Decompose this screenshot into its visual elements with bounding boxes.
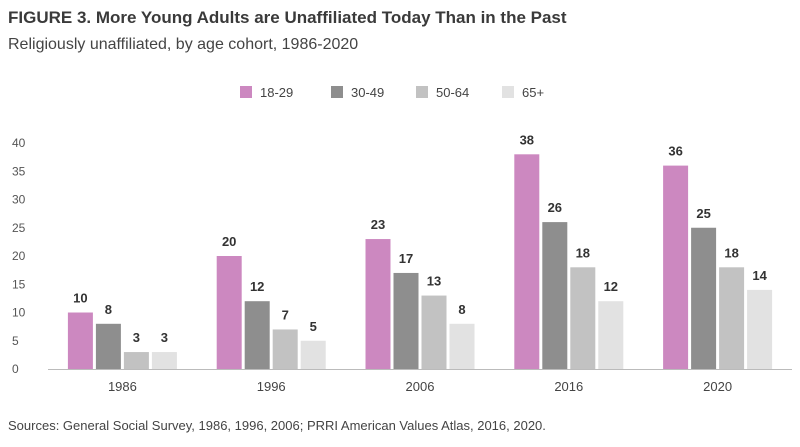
bar-2006-65+ xyxy=(449,323,475,369)
y-tick-label: 30 xyxy=(12,193,26,207)
x-tick-label-2006: 2006 xyxy=(406,379,435,394)
data-label-2006-65+: 8 xyxy=(458,302,465,317)
bars: 10 8 3 3 20 12 7 5 23 17 13 8 38 26 18 12 36 25 18 14 xyxy=(67,132,773,369)
data-label-2006-50-64: 13 xyxy=(427,274,441,289)
bar-1986-18-29 xyxy=(67,312,93,369)
bar-2016-65+ xyxy=(598,301,624,369)
y-tick-label: 25 xyxy=(12,221,26,235)
legend-swatch-65+ xyxy=(502,86,514,98)
legend-swatch-30-49 xyxy=(331,86,343,98)
data-label-2016-30-49: 26 xyxy=(548,200,562,215)
legend-label-50-64: 50-64 xyxy=(436,85,469,100)
y-tick-label: 5 xyxy=(12,334,19,348)
bar-1986-30-49 xyxy=(95,323,121,369)
data-label-2016-18-29: 38 xyxy=(520,132,534,147)
legend-swatch-18-29 xyxy=(240,86,252,98)
bar-2016-18-29 xyxy=(514,154,540,369)
y-tick-label: 10 xyxy=(12,306,26,320)
data-label-1996-30-49: 12 xyxy=(250,279,264,294)
legend-label-30-49: 30-49 xyxy=(351,85,384,100)
data-label-2016-50-64: 18 xyxy=(576,245,590,260)
y-tick-label: 40 xyxy=(12,136,26,150)
bar-2006-50-64 xyxy=(421,295,447,369)
x-axis: 1986 1996 2006 2016 2020 xyxy=(48,369,792,394)
chart-source: Sources: General Social Survey, 1986, 19… xyxy=(8,418,546,433)
y-tick-label: 15 xyxy=(12,277,26,291)
data-label-1986-65+: 3 xyxy=(161,330,168,345)
data-label-1986-50-64: 3 xyxy=(133,330,140,345)
bar-2020-65+ xyxy=(747,289,773,369)
data-label-1986-18-29: 10 xyxy=(73,291,87,306)
data-label-2006-30-49: 17 xyxy=(399,251,413,266)
legend-label-65+: 65+ xyxy=(522,85,544,100)
bar-1996-50-64 xyxy=(272,329,298,369)
data-label-1986-30-49: 8 xyxy=(105,302,112,317)
bar-1986-65+ xyxy=(151,352,177,369)
x-tick-label-2016: 2016 xyxy=(554,379,583,394)
bar-2006-18-29 xyxy=(365,239,391,369)
bar-2016-30-49 xyxy=(542,222,568,369)
data-label-1996-50-64: 7 xyxy=(282,307,289,322)
x-tick-label-1986: 1986 xyxy=(108,379,137,394)
data-label-1996-18-29: 20 xyxy=(222,234,236,249)
data-label-1996-65+: 5 xyxy=(310,319,317,334)
y-tick-label: 35 xyxy=(12,164,26,178)
data-label-2016-65+: 12 xyxy=(604,279,618,294)
bar-1996-30-49 xyxy=(244,301,270,369)
bar-1996-65+ xyxy=(300,340,326,369)
chart-subtitle: Religiously unaffiliated, by age cohort,… xyxy=(8,36,359,53)
legend-swatch-50-64 xyxy=(416,86,428,98)
bar-2016-50-64 xyxy=(570,267,596,369)
legend-label-18-29: 18-29 xyxy=(260,85,293,100)
bar-1996-18-29 xyxy=(216,256,242,369)
x-tick-label-2020: 2020 xyxy=(703,379,732,394)
y-axis: 0 5 10 15 20 25 30 35 40 xyxy=(12,136,26,376)
bar-1986-50-64 xyxy=(123,352,149,369)
bar-2006-30-49 xyxy=(393,272,419,369)
chart-title: FIGURE 3. More Young Adults are Unaffili… xyxy=(8,8,567,27)
bar-2020-30-49 xyxy=(691,227,717,369)
data-label-2020-18-29: 36 xyxy=(668,144,682,159)
legend: 18-29 30-49 50-64 65+ xyxy=(240,85,544,100)
data-label-2020-50-64: 18 xyxy=(724,245,738,260)
x-tick-label-1996: 1996 xyxy=(257,379,286,394)
bar-2020-18-29 xyxy=(663,165,689,369)
y-tick-label: 0 xyxy=(12,362,19,376)
y-tick-label: 20 xyxy=(12,249,26,263)
bar-2020-50-64 xyxy=(719,267,745,369)
data-label-2020-65+: 14 xyxy=(752,268,767,283)
data-label-2020-30-49: 25 xyxy=(696,206,710,221)
data-label-2006-18-29: 23 xyxy=(371,217,385,232)
